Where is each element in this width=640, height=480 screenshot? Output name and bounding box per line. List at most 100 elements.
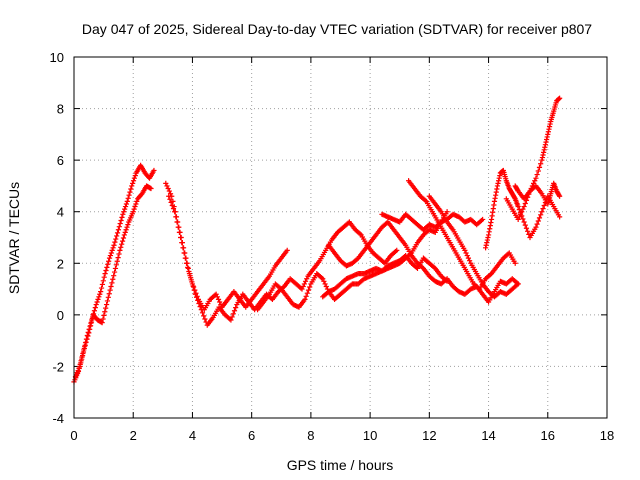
data-point (103, 301, 110, 308)
data-point (533, 224, 539, 230)
data-point (538, 161, 544, 167)
data-point (79, 352, 86, 359)
data-point (129, 183, 135, 189)
data-point (106, 255, 113, 261)
data-point (173, 214, 179, 220)
data-point (101, 274, 107, 280)
data-point (115, 255, 121, 261)
data-point (130, 178, 137, 184)
data-point (307, 284, 313, 290)
data-point (131, 175, 138, 181)
data-point (97, 291, 103, 297)
data-point (305, 287, 312, 293)
data-point (112, 239, 118, 245)
data-point (122, 203, 129, 210)
data-point (105, 261, 111, 267)
data-point (133, 201, 139, 207)
y-tick-label: 6 (57, 153, 64, 168)
data-point (134, 198, 140, 204)
data-point (521, 219, 527, 225)
data-point (119, 238, 126, 244)
data-point (535, 218, 541, 224)
data-point (512, 260, 518, 266)
data-point (113, 262, 119, 268)
data-point (96, 294, 102, 300)
data-point (110, 245, 116, 251)
data-point (115, 227, 122, 233)
data-point (538, 212, 544, 218)
series-track-7 (320, 252, 450, 300)
data-point (81, 345, 87, 351)
y-tick-label: -2 (52, 359, 64, 374)
series-track-3 (163, 180, 400, 328)
data-point (179, 240, 185, 246)
x-tick-label: 0 (70, 428, 77, 443)
data-point (99, 319, 105, 326)
data-point (119, 214, 125, 220)
x-tick-label: 8 (307, 428, 314, 443)
data-point (116, 251, 122, 257)
data-point (191, 284, 197, 290)
data-point (176, 229, 183, 235)
data-point (521, 203, 527, 210)
data-point (79, 356, 85, 362)
data-point (525, 228, 531, 234)
data-point (515, 203, 521, 210)
x-tick-label: 4 (189, 428, 196, 443)
data-point (117, 247, 123, 253)
data-point (178, 234, 184, 241)
data-point (557, 214, 563, 220)
data-point (175, 224, 181, 230)
y-tick-label: 8 (57, 102, 64, 117)
data-point (107, 252, 114, 259)
data-point (130, 180, 136, 186)
data-point (522, 200, 528, 207)
data-point (168, 199, 174, 206)
data-point (463, 250, 469, 256)
data-point (99, 281, 106, 288)
series-track-4 (166, 193, 290, 313)
x-tick-label: 16 (541, 428, 555, 443)
series-track-6 (326, 219, 521, 305)
data-point (229, 314, 235, 320)
data-point (188, 277, 194, 283)
data-point (98, 285, 105, 291)
data-point (189, 281, 196, 287)
data-point (127, 189, 133, 195)
data-point (123, 201, 130, 207)
data-point (106, 291, 112, 297)
x-tick-label: 12 (422, 428, 436, 443)
data-point (111, 269, 118, 275)
data-points (71, 95, 563, 385)
data-point (151, 167, 157, 174)
data-point (132, 203, 138, 210)
data-point (101, 312, 107, 318)
data-point (84, 336, 90, 342)
data-point (108, 250, 114, 256)
data-point (94, 299, 100, 305)
data-point (113, 236, 119, 242)
data-point (105, 294, 111, 300)
y-axis-label: SDTVAR / TECUs (6, 182, 22, 294)
data-point (120, 211, 126, 217)
data-point (183, 260, 190, 266)
data-point (233, 305, 239, 311)
data-point (114, 230, 121, 236)
data-point (467, 258, 473, 264)
data-point (302, 278, 309, 284)
x-tick-label: 2 (130, 428, 137, 443)
data-point (532, 178, 538, 184)
data-point (536, 215, 543, 221)
data-point (117, 220, 123, 227)
data-point (86, 330, 92, 336)
data-point (187, 273, 193, 279)
data-point (114, 258, 120, 264)
data-point (194, 293, 200, 299)
data-point (231, 308, 238, 314)
data-point (108, 283, 114, 290)
data-point (122, 229, 128, 235)
data-point (87, 323, 94, 329)
data-point (169, 202, 175, 209)
data-point (128, 186, 134, 192)
